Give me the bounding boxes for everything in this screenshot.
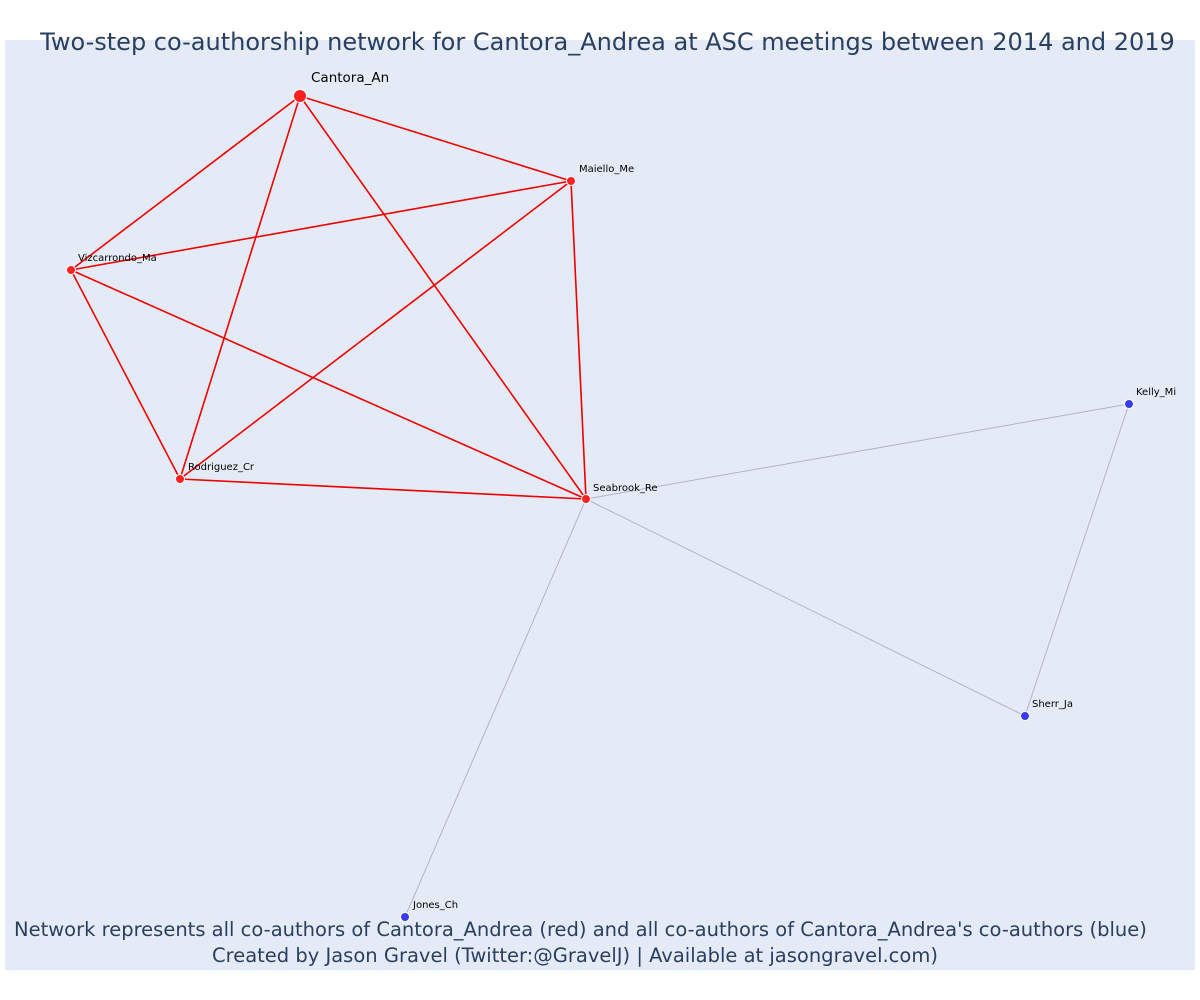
edge-Vizcarrondo_Ma-Seabrook_Re: [70, 269, 587, 500]
node-label-Seabrook_Re: Seabrook_Re: [593, 483, 658, 494]
edge-Vizcarrondo_Ma-Rodriguez_Cr: [70, 269, 181, 480]
edge-Cantora_An-Vizcarrondo_Ma: [70, 95, 301, 271]
edge-Cantora_An-Seabrook_Re: [299, 95, 587, 500]
node-Maiello_Me[interactable]: [566, 176, 576, 186]
edge-Maiello_Me-Seabrook_Re: [570, 180, 587, 500]
chart-title: Two-step co-authorship network for Canto…: [40, 28, 1175, 56]
node-Jones_Ch[interactable]: [400, 912, 410, 922]
node-label-Rodriguez_Cr: Rodriguez_Cr: [188, 462, 255, 473]
edge-Cantora_An-Rodriguez_Cr: [179, 95, 301, 480]
node-Sherr_Ja[interactable]: [1020, 711, 1030, 721]
node-layer: [66, 89, 1134, 922]
label-layer: Cantora_An Maiello_Me Vizcarrondo_Ma Rodrig…: [78, 70, 1176, 911]
caption-line-2: Created by Jason Gravel (Twitter:@Gravel…: [212, 944, 938, 967]
node-Cantora_An[interactable]: [293, 89, 307, 103]
edge-Rodriguez_Cr-Seabrook_Re: [179, 478, 587, 500]
edge-Cantora_An-Maiello_Me: [299, 95, 572, 182]
caption-line-1: Network represents all co-authors of Can…: [14, 918, 1147, 941]
edge-Seabrook_Re-Kelly_Mi: [585, 403, 1130, 500]
node-Vizcarrondo_Ma[interactable]: [66, 265, 76, 275]
node-label-Cantora_An: Cantora_An: [311, 70, 389, 86]
node-Kelly_Mi[interactable]: [1124, 399, 1134, 409]
node-Rodriguez_Cr[interactable]: [175, 474, 185, 484]
node-label-Maiello_Me: Maiello_Me: [579, 164, 634, 175]
plot-background: [5, 40, 1195, 970]
node-Seabrook_Re[interactable]: [581, 494, 591, 504]
node-label-Sherr_Ja: Sherr_Ja: [1032, 699, 1073, 710]
node-label-Jones_Ch: Jones_Ch: [412, 900, 458, 911]
edge-Maiello_Me-Vizcarrondo_Ma: [70, 180, 572, 271]
edge-layer: [70, 95, 1130, 918]
edge-Maiello_Me-Rodriguez_Cr: [179, 180, 572, 480]
edge-Seabrook_Re-Jones_Ch: [404, 498, 587, 918]
node-label-Vizcarrondo_Ma: Vizcarrondo_Ma: [78, 253, 157, 264]
edge-Kelly_Mi-Sherr_Ja: [1024, 403, 1130, 717]
node-label-Kelly_Mi: Kelly_Mi: [1136, 387, 1176, 398]
edge-Seabrook_Re-Sherr_Ja: [585, 498, 1026, 717]
